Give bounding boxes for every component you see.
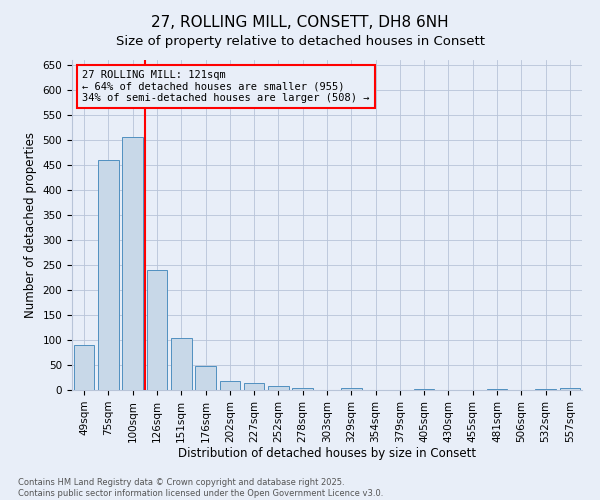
- Bar: [292, 388, 313, 390]
- Bar: [414, 388, 434, 390]
- Bar: [195, 366, 216, 390]
- X-axis label: Distribution of detached houses by size in Consett: Distribution of detached houses by size …: [178, 448, 476, 460]
- Bar: [560, 388, 580, 390]
- Bar: [341, 388, 362, 390]
- Bar: [244, 383, 265, 390]
- Bar: [146, 270, 167, 390]
- Bar: [268, 386, 289, 390]
- Text: 27, ROLLING MILL, CONSETT, DH8 6NH: 27, ROLLING MILL, CONSETT, DH8 6NH: [151, 15, 449, 30]
- Y-axis label: Number of detached properties: Number of detached properties: [24, 132, 37, 318]
- Text: 27 ROLLING MILL: 121sqm
← 64% of detached houses are smaller (955)
34% of semi-d: 27 ROLLING MILL: 121sqm ← 64% of detache…: [82, 70, 370, 103]
- Bar: [98, 160, 119, 390]
- Bar: [171, 338, 191, 390]
- Text: Contains HM Land Registry data © Crown copyright and database right 2025.
Contai: Contains HM Land Registry data © Crown c…: [18, 478, 383, 498]
- Bar: [487, 389, 508, 390]
- Bar: [535, 389, 556, 390]
- Bar: [122, 136, 143, 390]
- Bar: [74, 345, 94, 390]
- Bar: [220, 381, 240, 390]
- Text: Size of property relative to detached houses in Consett: Size of property relative to detached ho…: [115, 35, 485, 48]
